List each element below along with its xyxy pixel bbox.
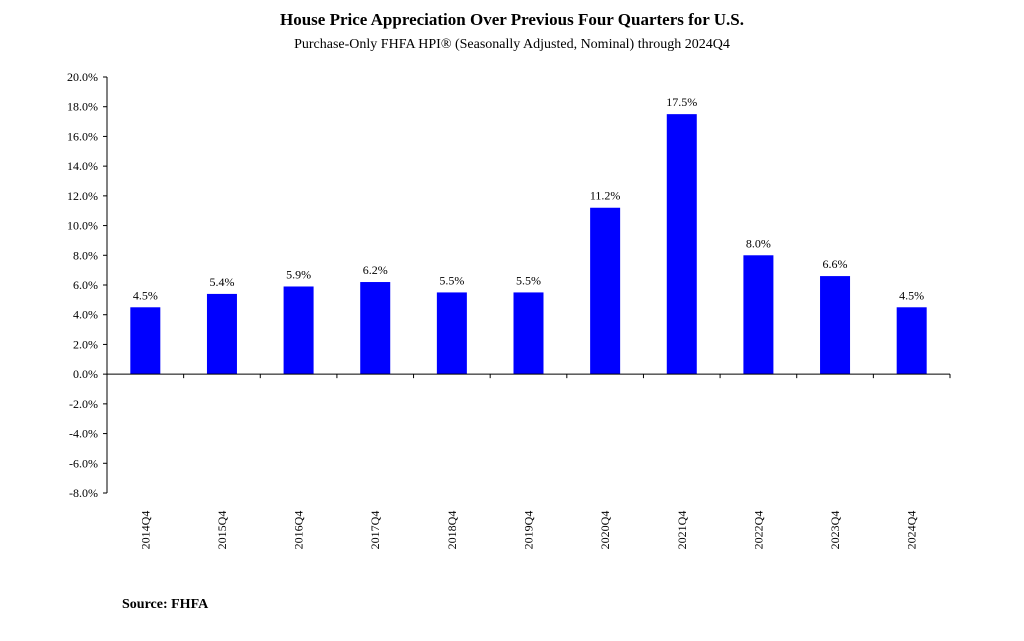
- bar: [820, 276, 851, 375]
- bar: [436, 292, 467, 375]
- y-tick-label: 16.0%: [67, 129, 98, 143]
- data-label: 4.5%: [133, 288, 158, 302]
- bar: [513, 292, 544, 375]
- bar: [283, 286, 314, 375]
- x-axis: 2014Q4 2015Q4 2016Q4 2017Q4 2018Q4 2019Q4 2020…: [106, 373, 951, 550]
- data-label: 6.6%: [823, 257, 848, 271]
- data-label: 4.5%: [899, 288, 924, 302]
- chart-subtitle: Purchase-Only FHFA HPI® (Seasonally Adju…: [294, 37, 730, 52]
- data-label: 6.2%: [363, 263, 388, 277]
- y-tick-label: 8.0%: [73, 248, 98, 262]
- data-label: 5.4%: [209, 275, 234, 289]
- y-tick-label: 2.0%: [73, 337, 98, 351]
- bar: [896, 307, 927, 375]
- bar: [666, 114, 697, 375]
- bar: [130, 307, 161, 375]
- y-tick-label: 0.0%: [73, 367, 98, 381]
- bar: [206, 293, 237, 375]
- x-tick-label: 2014Q4: [138, 511, 152, 550]
- y-tick-label: -2.0%: [69, 397, 98, 411]
- y-tick-label: 14.0%: [67, 159, 98, 173]
- x-tick-label: 2015Q4: [215, 511, 229, 550]
- data-label: 17.5%: [666, 95, 697, 109]
- x-tick-label: 2018Q4: [445, 511, 459, 550]
- bar: [360, 282, 391, 375]
- data-label: 5.5%: [439, 273, 464, 287]
- x-tick-label: 2023Q4: [828, 511, 842, 550]
- y-tick-label: 18.0%: [67, 100, 98, 114]
- y-tick-label: 20.0%: [67, 70, 98, 84]
- chart-title: House Price Appreciation Over Previous F…: [280, 10, 744, 29]
- y-tick-label: -4.0%: [69, 427, 98, 441]
- y-axis: 20.0% 18.0% 16.0% 14.0% 12.0% 10.0% 8.0% 6.0% 4.…: [67, 70, 108, 500]
- bar: [590, 207, 621, 375]
- y-tick-label: 10.0%: [67, 219, 98, 233]
- bars: 4.5% 5.4% 5.9% 6.2% 5.5% 5.5% 11.2% 17.5% 8.0% 6.…: [130, 95, 927, 375]
- x-tick-label: 2019Q4: [522, 511, 536, 550]
- x-tick-label: 2024Q4: [905, 511, 919, 550]
- data-label: 8.0%: [746, 236, 771, 250]
- data-label: 5.5%: [516, 273, 541, 287]
- y-tick-label: 6.0%: [73, 278, 98, 292]
- y-tick-label: -8.0%: [69, 486, 98, 500]
- x-tick-label: 2021Q4: [675, 511, 689, 550]
- source-note: Source: FHFA: [122, 597, 209, 612]
- x-tick-label: 2016Q4: [292, 511, 306, 550]
- x-tick-label: 2020Q4: [598, 511, 612, 550]
- x-tick-label: 2022Q4: [751, 511, 765, 550]
- y-tick-label: 12.0%: [67, 189, 98, 203]
- y-tick-label: 4.0%: [73, 308, 98, 322]
- x-tick-label: 2017Q4: [368, 511, 382, 550]
- data-label: 11.2%: [590, 189, 621, 203]
- y-tick-label: -6.0%: [69, 456, 98, 470]
- bar: [743, 255, 774, 375]
- data-label: 5.9%: [286, 267, 311, 281]
